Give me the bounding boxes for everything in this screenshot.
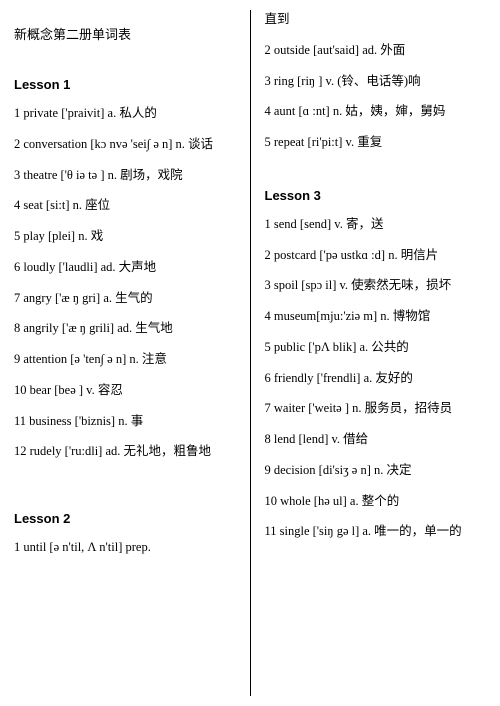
spacer — [14, 473, 236, 497]
vocab-entry: 3 spoil [spɔ il] v. 使索然无味，损坏 — [265, 276, 487, 295]
vocab-entry: 7 angry ['æ ŋ gri] a. 生气的 — [14, 289, 236, 308]
vocab-entry: 1 send [send] v. 寄，送 — [265, 215, 487, 234]
vocab-entry: 10 whole [hə ul] a. 整个的 — [265, 492, 487, 511]
vocab-entry: 4 aunt [ɑ :nt] n. 姑，姨，婶，舅妈 — [265, 102, 487, 121]
vocab-entry: 7 waiter ['weitə ] n. 服务员，招待员 — [265, 399, 487, 418]
left-column: 新概念第二册单词表 Lesson 1 1 private ['praivit] … — [0, 10, 251, 696]
vocab-entry: 11 single ['siŋ gə l] a. 唯一的，单一的 — [265, 522, 487, 541]
vocab-entry: 6 loudly ['laudli] ad. 大声地 — [14, 258, 236, 277]
vocab-continuation: 直到 — [265, 10, 487, 29]
vocab-entry: 10 bear [beə ] v. 容忍 — [14, 381, 236, 400]
vocab-entry: 4 seat [si:t] n. 座位 — [14, 196, 236, 215]
vocab-entry: 2 postcard ['pə ustkɑ :d] n. 明信片 — [265, 246, 487, 265]
vocab-entry: 3 ring [riŋ ] v. (铃、电话等)响 — [265, 72, 487, 91]
vocab-entry: 5 repeat [ri'pi:t] v. 重复 — [265, 133, 487, 152]
vocab-entry: 5 public ['pΛ blik] a. 公共的 — [265, 338, 487, 357]
document-title: 新概念第二册单词表 — [14, 24, 236, 43]
vocab-entry: 2 outside [aut'said] ad. 外面 — [265, 41, 487, 60]
vocab-entry: 1 private ['praivit] a. 私人的 — [14, 104, 236, 123]
right-column: 直到 2 outside [aut'said] ad. 外面 3 ring [r… — [251, 10, 500, 696]
vocab-entry: 4 museum[mju:'ziə m] n. 博物馆 — [265, 307, 487, 326]
vocab-entry: 1 until [ə n'til, Λ n'til] prep. — [14, 538, 236, 557]
vocab-entry: 5 play [plei] n. 戏 — [14, 227, 236, 246]
vocab-entry: 11 business ['biznis] n. 事 — [14, 412, 236, 431]
vocab-entry: 3 theatre ['θ iə tə ] n. 剧场，戏院 — [14, 166, 236, 185]
vocab-entry: 9 attention [ə 'ten∫ ə n] n. 注意 — [14, 350, 236, 369]
page: 新概念第二册单词表 Lesson 1 1 private ['praivit] … — [0, 0, 500, 706]
lesson-1-heading: Lesson 1 — [14, 77, 236, 92]
vocab-entry: 6 friendly ['frendli] a. 友好的 — [265, 369, 487, 388]
vocab-entry: 12 rudely ['ru:dli] ad. 无礼地，粗鲁地 — [14, 442, 236, 461]
vocab-entry: 8 lend [lend] v. 借给 — [265, 430, 487, 449]
lesson-2-heading: Lesson 2 — [14, 511, 236, 526]
spacer — [265, 164, 487, 174]
lesson-3-heading: Lesson 3 — [265, 188, 487, 203]
vocab-entry: 8 angrily ['æ ŋ grili] ad. 生气地 — [14, 319, 236, 338]
vocab-entry: 9 decision [di'siʒ ə n] n. 决定 — [265, 461, 487, 480]
vocab-entry: 2 conversation [kɔ nvə 'sei∫ ə n] n. 谈话 — [14, 135, 236, 154]
